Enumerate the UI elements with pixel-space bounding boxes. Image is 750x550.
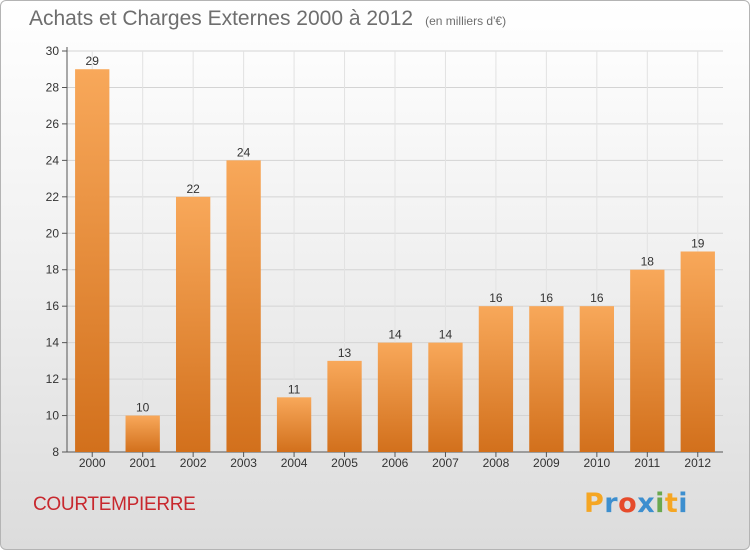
labels: 8 10 12 14 16 18 20 22 24 26 28 30 2000 29 2001 10 2002 2…	[46, 44, 712, 470]
bar	[478, 306, 514, 452]
bar	[529, 306, 564, 452]
data-label: 13	[338, 346, 352, 360]
x-tick-label: 2010	[583, 456, 610, 470]
x-tick-label: 2004	[281, 456, 308, 470]
data-label: 10	[136, 401, 150, 415]
bar	[377, 342, 413, 452]
commune-name: COURTEMPIERRE	[33, 494, 196, 515]
chart-title-text: Achats et Charges Externes 2000 à 2012	[29, 7, 414, 30]
bar	[276, 397, 312, 452]
y-tick-label: 8	[52, 445, 59, 459]
data-label: 22	[186, 182, 200, 196]
bar	[75, 69, 110, 453]
data-label: 16	[590, 291, 604, 305]
logo-letter: i	[678, 488, 689, 519]
chart-title: Achats et Charges Externes 2000 à 2012 (e…	[29, 7, 506, 31]
data-label: 16	[540, 291, 554, 305]
bar	[226, 160, 261, 452]
data-label: 18	[641, 255, 655, 269]
y-tick-label: 12	[46, 372, 60, 386]
x-tick-label: 2001	[129, 456, 156, 470]
y-tick-label: 16	[46, 299, 60, 313]
chart-unit: (en milliers d'€)	[425, 14, 507, 28]
y-tick-label: 14	[46, 336, 60, 350]
x-tick-label: 2000	[79, 456, 106, 470]
x-tick-label: 2003	[230, 456, 257, 470]
bar	[680, 251, 715, 452]
x-tick-label: 2005	[331, 456, 358, 470]
logo-letter: P	[584, 488, 605, 519]
bar	[428, 342, 463, 452]
y-tick-label: 10	[46, 409, 60, 423]
data-label: 14	[388, 328, 402, 342]
data-label: 24	[237, 145, 251, 159]
logo-letter: i	[655, 488, 665, 519]
y-tick-label: 20	[46, 226, 60, 240]
x-tick-label: 2006	[382, 456, 409, 470]
data-label: 16	[489, 291, 503, 305]
bar	[327, 360, 362, 452]
y-tick-label: 30	[46, 44, 60, 58]
x-tick-label: 2008	[483, 456, 510, 470]
proxiti-logo[interactable]: Proxiti	[584, 488, 688, 519]
y-tick-label: 26	[46, 117, 60, 131]
logo-letter: t	[664, 488, 679, 519]
x-tick-label: 2002	[180, 456, 207, 470]
x-tick-label: 2009	[533, 456, 560, 470]
bars	[75, 69, 715, 453]
y-tick-label: 18	[46, 263, 60, 277]
x-tick-label: 2011	[634, 456, 660, 470]
x-tick-label: 2007	[432, 456, 459, 470]
bar	[630, 269, 665, 452]
logo-letter: r	[604, 488, 619, 519]
data-label: 19	[691, 237, 705, 251]
y-tick-label: 22	[46, 190, 60, 204]
y-tick-label: 24	[46, 153, 60, 167]
data-label: 11	[288, 382, 301, 396]
bar	[125, 415, 160, 452]
bar	[579, 306, 615, 452]
data-label: 29	[86, 54, 100, 68]
logo-letter: x	[637, 488, 656, 519]
data-label: 14	[439, 328, 453, 342]
bar	[175, 196, 211, 452]
logo-letter: o	[618, 488, 638, 519]
y-tick-label: 28	[46, 80, 60, 94]
x-tick-label: 2012	[684, 456, 711, 470]
